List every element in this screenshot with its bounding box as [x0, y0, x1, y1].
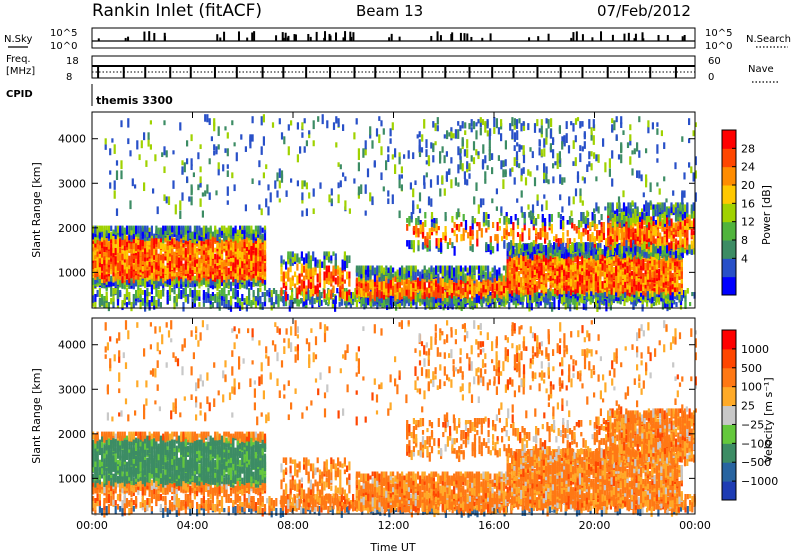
- colorbar-segment: [722, 386, 736, 407]
- nsearch-tick-low: 10^0: [705, 41, 732, 52]
- nsky-tick-high: 10^5: [50, 28, 77, 39]
- power-echoes: [92, 114, 697, 312]
- freq-tick-low: 8: [66, 72, 72, 83]
- colorbar-tick: −25: [741, 418, 764, 431]
- colorbar-segment: [722, 424, 736, 444]
- velocity-panel: 1000 2000 3000 4000 00:00 04:00 08:00 12:00 16:0…: [30, 317, 711, 554]
- x-tick-label: 04:00: [177, 519, 209, 532]
- colorbar-tick: 16: [741, 197, 755, 210]
- velocity-colorbar: 1000 500 100 25 −25 −100 −500 −1000: [721, 329, 778, 501]
- nsearch-label: N.Search: [746, 34, 791, 45]
- colorbar-tick: 28: [741, 142, 755, 155]
- power-colorbar-label: Power [dB]: [760, 185, 773, 245]
- y-tick-label: 1000: [58, 266, 86, 279]
- x-tick-label: 20:00: [579, 519, 611, 532]
- nsky-bars: [92, 31, 695, 42]
- colorbar-segment: [722, 221, 736, 241]
- colorbar-segment: [722, 240, 736, 259]
- cpid-value: themis 3300: [96, 94, 173, 107]
- x-tick-label: 00:00: [679, 519, 711, 532]
- y-tick-label: 2000: [58, 428, 86, 441]
- colorbar-segment: [722, 367, 736, 388]
- colorbar-tick: 12: [741, 216, 755, 229]
- nsearch-tick-high: 10^5: [705, 28, 732, 39]
- power-colorbar: 28 24 20 16 12 8 4: [721, 129, 755, 296]
- colorbar-segment: [722, 148, 736, 168]
- x-tick-label: 12:00: [378, 519, 410, 532]
- colorbar-segment: [722, 258, 736, 278]
- colorbar-tick: −500: [741, 456, 771, 469]
- colorbar-segment: [722, 405, 736, 425]
- power-panel: 1000 2000 3000 4000 Slant Range [km]: [30, 111, 697, 312]
- cpid-label: CPID: [6, 89, 33, 100]
- colorbar-tick: 24: [741, 161, 755, 174]
- colorbar-segment: [722, 203, 736, 223]
- y-tick-label: 2000: [58, 222, 86, 235]
- colorbar-tick: 25: [741, 400, 755, 413]
- freq-bars: [92, 65, 695, 78]
- nsky-label: N.Sky: [4, 34, 32, 45]
- colorbar-tick: 1000: [741, 343, 769, 356]
- y-tick-label: 3000: [58, 383, 86, 396]
- y-tick-label: 3000: [58, 177, 86, 190]
- colorbar-tick: 100: [741, 381, 762, 394]
- colorbar-segment: [722, 276, 736, 296]
- x-tick-label: 00:00: [76, 519, 108, 532]
- colorbar-tick: 4: [741, 252, 748, 265]
- colorbar-tick: 8: [741, 234, 748, 247]
- y-tick-label: 4000: [58, 133, 86, 146]
- velocity-ylabel: Slant Range [km]: [30, 368, 43, 464]
- colorbar-segment: [722, 481, 736, 501]
- nave-label: Nave: [748, 64, 774, 75]
- nsky-panel: [91, 27, 696, 49]
- nsky-tick-low: 10^0: [50, 41, 77, 52]
- colorbar-segment: [722, 185, 736, 204]
- nave-tick-low: 0: [708, 72, 714, 83]
- power-ylabel: Slant Range [km]: [30, 162, 43, 258]
- beam-title: Beam 13: [356, 2, 423, 20]
- freq-tick-high: 18: [66, 56, 79, 67]
- colorbar-segment: [722, 330, 736, 350]
- colorbar-segment: [722, 443, 736, 463]
- time-axis-label: Time UT: [369, 541, 415, 554]
- nave-tick-high: 60: [708, 56, 721, 67]
- colorbar-segment: [722, 166, 736, 186]
- y-tick-label: 4000: [58, 339, 86, 352]
- velocity-colorbar-label: Velocity [m s⁻¹]: [762, 377, 775, 462]
- colorbar-tick: 20: [741, 179, 755, 192]
- velocity-axis: 1000 2000 3000 4000 00:00 04:00 08:00 12:00 16:0…: [58, 318, 711, 532]
- power-axis: 1000 2000 3000 4000: [58, 112, 696, 308]
- x-tick-label: 16:00: [478, 519, 510, 532]
- station-title: Rankin Inlet (fitACF): [92, 1, 262, 21]
- colorbar-tick: −1000: [741, 475, 778, 488]
- freq-unit: [MHz]: [6, 66, 35, 77]
- colorbar-tick: −100: [741, 437, 771, 450]
- y-tick-label: 1000: [58, 472, 86, 485]
- freq-label: Freq.: [6, 54, 31, 65]
- date-title: 07/Feb/2012: [597, 2, 691, 20]
- x-tick-label: 08:00: [277, 519, 309, 532]
- colorbar-segment: [722, 130, 736, 149]
- velocity-echoes: [92, 320, 697, 518]
- colorbar-segment: [722, 462, 736, 482]
- colorbar-segment: [722, 348, 736, 369]
- colorbar-tick: 500: [741, 362, 762, 375]
